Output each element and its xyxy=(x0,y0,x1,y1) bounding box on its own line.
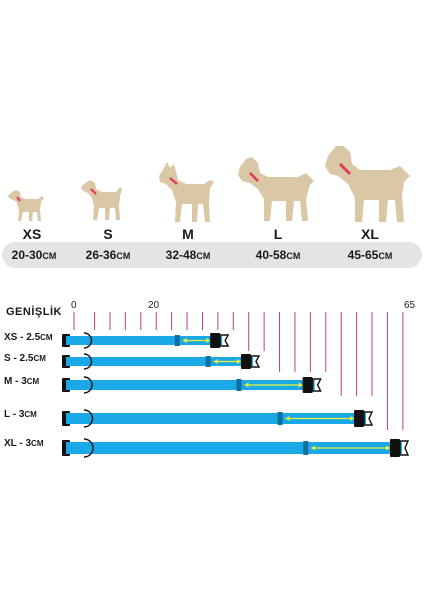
collar-strap xyxy=(66,380,315,390)
width-title: GENİŞLİK xyxy=(6,306,62,318)
strap-keeper xyxy=(236,379,242,391)
size-range-bar xyxy=(2,242,422,268)
tick-label-0: 0 xyxy=(71,300,77,311)
strap-keeper xyxy=(174,335,180,346)
dog-l-icon xyxy=(238,157,314,221)
d-ring-icon xyxy=(83,353,93,370)
collar-label-l: L - 3CM xyxy=(4,409,37,420)
arrow-head-left xyxy=(311,445,316,451)
d-ring-icon xyxy=(83,409,94,428)
size-label-l: L xyxy=(273,226,283,242)
size-label-xs: XS xyxy=(22,226,42,242)
collar-strap xyxy=(66,357,253,366)
buckle-icon xyxy=(354,410,365,427)
size-range-l: 40-58CM xyxy=(255,248,301,262)
size-label-xl: XL xyxy=(361,226,379,242)
size-label-m: M xyxy=(182,226,194,242)
size-range-s: 26-36CM xyxy=(85,248,131,262)
size-range-xl: 45-65CM xyxy=(347,248,393,262)
tick-label-20: 20 xyxy=(148,300,160,311)
buckle-clip-icon xyxy=(250,355,261,368)
dog-xs-icon xyxy=(8,190,44,221)
buckle-clip-icon xyxy=(219,334,230,347)
size-range-m: 32-48CM xyxy=(165,248,211,262)
arrow-head-left xyxy=(213,359,218,364)
strap-keeper xyxy=(205,356,211,367)
buckle-icon xyxy=(390,439,400,457)
arrow-head-left xyxy=(182,338,187,343)
collar-strap xyxy=(66,336,223,345)
collar-label-s: S - 2.5CM xyxy=(4,353,46,364)
strap-keeper xyxy=(303,441,309,455)
collar-label-xl: XL - 3CM xyxy=(4,438,44,449)
dog-s-icon xyxy=(81,180,122,220)
buckle-icon xyxy=(302,377,313,393)
d-ring-icon xyxy=(83,438,94,458)
collar-strap xyxy=(66,442,402,454)
buckle-icon xyxy=(240,354,251,369)
tick-label-65: 65 xyxy=(404,300,416,311)
arrow-head-right xyxy=(206,338,211,343)
size-label-s: S xyxy=(103,226,113,242)
d-ring-icon xyxy=(83,332,93,349)
collar-label-m: M - 3CM xyxy=(4,376,40,387)
arrow-head-left xyxy=(285,416,290,421)
arrow-head-right xyxy=(236,359,241,364)
dog-m-icon xyxy=(159,162,214,222)
dog-xl-icon xyxy=(325,146,410,222)
arrow-head-left xyxy=(244,382,249,388)
d-ring-icon xyxy=(83,376,93,394)
buckle-clip-icon xyxy=(311,378,322,392)
buckle-clip-icon xyxy=(363,411,374,426)
arrow-head-right xyxy=(386,445,390,451)
buckle-clip-icon xyxy=(399,440,410,456)
arrow-head-right xyxy=(350,416,355,421)
size-range-xs: 20-30CM xyxy=(11,248,57,262)
strap-keeper xyxy=(277,412,283,425)
arrow-head-right xyxy=(298,382,303,388)
buckle-icon xyxy=(210,333,221,348)
collar-label-xs: XS - 2.5CM xyxy=(4,332,53,343)
collar-strap xyxy=(66,413,367,424)
